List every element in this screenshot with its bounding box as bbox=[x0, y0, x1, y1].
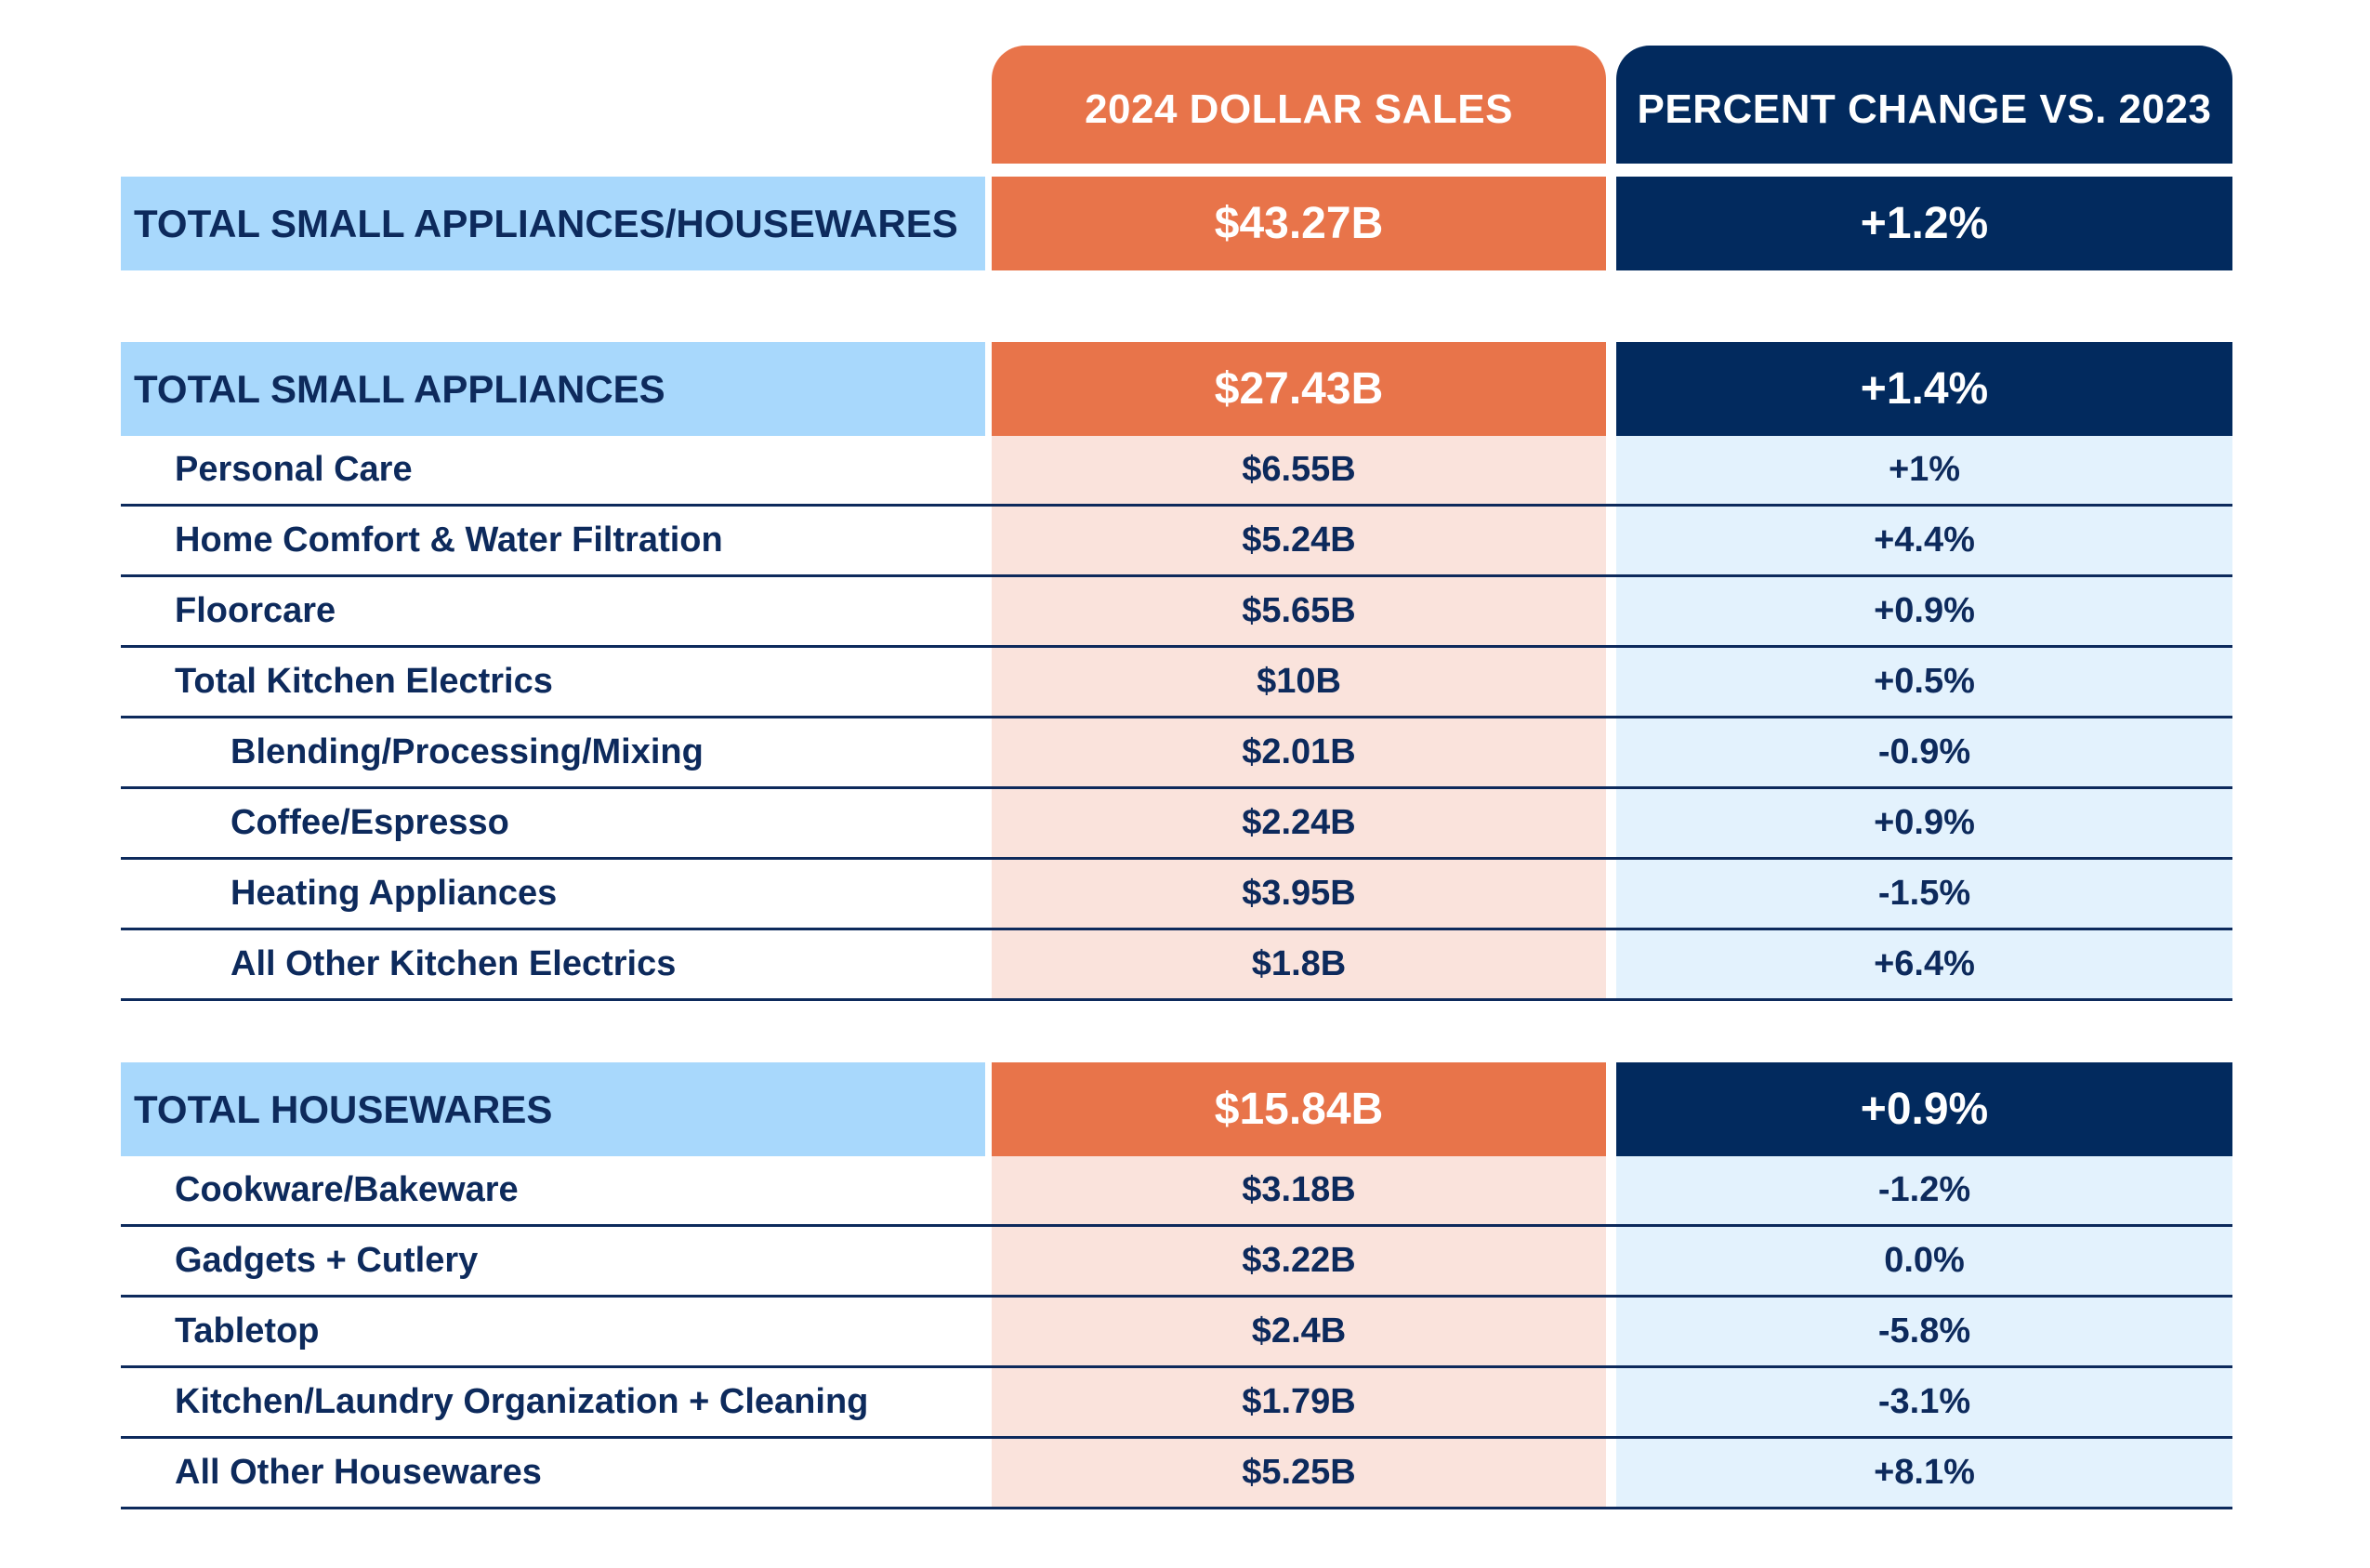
row-sales: $27.43B bbox=[992, 342, 1606, 436]
row-sales: $5.24B bbox=[992, 507, 1606, 574]
table-row: Heating Appliances $3.95B -1.5% bbox=[121, 860, 2232, 930]
row-label: Home Comfort & Water Filtration bbox=[175, 520, 723, 560]
row-sales: $15.84B bbox=[992, 1062, 1606, 1156]
row-sales: $2.24B bbox=[992, 789, 1606, 857]
row-sales: $3.18B bbox=[992, 1156, 1606, 1224]
row-change: 0.0% bbox=[1616, 1227, 2232, 1295]
row-sales: $43.27B bbox=[992, 177, 1606, 270]
row-change: -1.2% bbox=[1616, 1156, 2232, 1224]
row-sales: $1.79B bbox=[992, 1368, 1606, 1436]
row-sales: $3.95B bbox=[992, 860, 1606, 928]
row-label: Tabletop bbox=[175, 1311, 320, 1351]
row-sales: $6.55B bbox=[992, 436, 1606, 504]
row-change: +0.9% bbox=[1616, 1062, 2232, 1156]
table-row: Personal Care $6.55B +1% bbox=[121, 436, 2232, 507]
row-label: Coffee/Espresso bbox=[230, 803, 509, 842]
row-label: TOTAL HOUSEWARES bbox=[121, 1062, 985, 1156]
row-change: +1.4% bbox=[1616, 342, 2232, 436]
row-label: TOTAL SMALL APPLIANCES bbox=[121, 342, 985, 436]
row-label: Kitchen/Laundry Organization + Cleaning bbox=[175, 1382, 869, 1421]
table-row: Blending/Processing/Mixing $2.01B -0.9% bbox=[121, 718, 2232, 789]
table-row: Kitchen/Laundry Organization + Cleaning … bbox=[121, 1368, 2232, 1439]
row-label: Total Kitchen Electrics bbox=[175, 662, 553, 701]
row-change: +1.2% bbox=[1616, 177, 2232, 270]
row-change: +1% bbox=[1616, 436, 2232, 504]
row-label: All Other Kitchen Electrics bbox=[230, 944, 677, 983]
row-label: TOTAL SMALL APPLIANCES/HOUSEWARES bbox=[121, 177, 985, 270]
table-row: Tabletop $2.4B -5.8% bbox=[121, 1298, 2232, 1368]
header-percent-change: PERCENT CHANGE VS. 2023 bbox=[1616, 46, 2232, 164]
row-sales: $1.8B bbox=[992, 930, 1606, 998]
row-change: -3.1% bbox=[1616, 1368, 2232, 1436]
table-row: All Other Housewares $5.25B +8.1% bbox=[121, 1439, 2232, 1509]
row-change: +0.5% bbox=[1616, 648, 2232, 716]
row-change: -1.5% bbox=[1616, 860, 2232, 928]
table-row: Total Kitchen Electrics $10B +0.5% bbox=[121, 648, 2232, 718]
row-change: +8.1% bbox=[1616, 1439, 2232, 1507]
row-sales: $5.65B bbox=[992, 577, 1606, 645]
row-sales: $2.01B bbox=[992, 718, 1606, 786]
header-dollar-sales: 2024 DOLLAR SALES bbox=[992, 46, 1606, 164]
row-sales: $10B bbox=[992, 648, 1606, 716]
table-row: Coffee/Espresso $2.24B +0.9% bbox=[121, 789, 2232, 860]
row-label: Floorcare bbox=[175, 591, 336, 630]
row-sales: $2.4B bbox=[992, 1298, 1606, 1365]
table-row: Gadgets + Cutlery $3.22B 0.0% bbox=[121, 1227, 2232, 1298]
row-change: +0.9% bbox=[1616, 577, 2232, 645]
row-change: +0.9% bbox=[1616, 789, 2232, 857]
row-label: Personal Care bbox=[175, 450, 413, 489]
row-sales: $3.22B bbox=[992, 1227, 1606, 1295]
row-change: -5.8% bbox=[1616, 1298, 2232, 1365]
row-change: +4.4% bbox=[1616, 507, 2232, 574]
row-change: -0.9% bbox=[1616, 718, 2232, 786]
small-appliances-total-row: TOTAL SMALL APPLIANCES $27.43B +1.4% bbox=[121, 342, 2232, 436]
row-sales: $5.25B bbox=[992, 1439, 1606, 1507]
row-label: Heating Appliances bbox=[230, 874, 558, 913]
table-row: Home Comfort & Water Filtration $5.24B +… bbox=[121, 507, 2232, 577]
table-row: Floorcare $5.65B +0.9% bbox=[121, 577, 2232, 648]
row-label: Cookware/Bakeware bbox=[175, 1170, 519, 1209]
table-row: Cookware/Bakeware $3.18B -1.2% bbox=[121, 1156, 2232, 1227]
row-label: Gadgets + Cutlery bbox=[175, 1241, 479, 1280]
grand-total-row: TOTAL SMALL APPLIANCES/HOUSEWARES $43.27… bbox=[121, 177, 2232, 270]
table-row: All Other Kitchen Electrics $1.8B +6.4% bbox=[121, 930, 2232, 1001]
row-label: All Other Housewares bbox=[175, 1453, 542, 1492]
housewares-total-row: TOTAL HOUSEWARES $15.84B +0.9% bbox=[121, 1062, 2232, 1156]
row-change: +6.4% bbox=[1616, 930, 2232, 998]
row-label: Blending/Processing/Mixing bbox=[230, 732, 704, 771]
